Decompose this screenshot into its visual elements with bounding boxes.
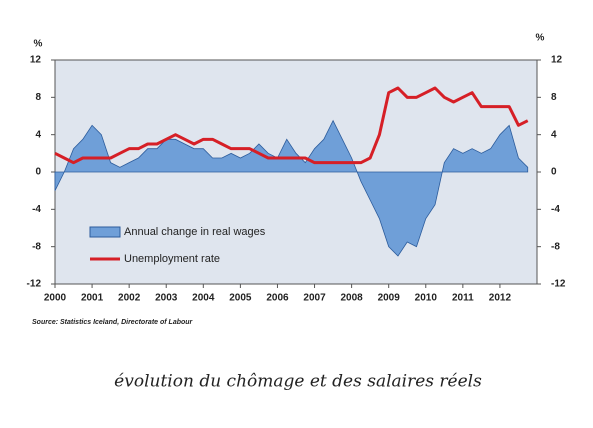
y-tick-label: -12 xyxy=(27,279,42,290)
x-tick-label: 2011 xyxy=(452,293,474,304)
x-tick-label: 2003 xyxy=(155,293,178,304)
y2-tick-label: -12 xyxy=(551,279,566,290)
y-tick-label: -8 xyxy=(32,241,41,252)
caption: évolution du chômage et des salaires rée… xyxy=(114,372,482,392)
y2-tick-label: 4 xyxy=(551,129,557,140)
x-tick-label: 2002 xyxy=(118,293,141,304)
legend-label: Annual change in real wages xyxy=(124,226,266,238)
x-tick-label: 2006 xyxy=(266,293,289,304)
y2-tick-label: -8 xyxy=(551,241,560,252)
y-tick-label: -4 xyxy=(32,204,41,215)
y-tick-label: 8 xyxy=(35,92,41,103)
y-tick-label: 0 xyxy=(35,167,41,178)
legend-swatch xyxy=(89,226,121,238)
x-tick-label: 2000 xyxy=(44,293,67,304)
x-tick-label: 2008 xyxy=(340,293,363,304)
y-axis-unit: % xyxy=(34,39,43,50)
x-tick-label: 2009 xyxy=(378,293,401,304)
legend-label: Unemployment rate xyxy=(124,253,220,265)
area xyxy=(54,119,529,257)
y-tick-label: 12 xyxy=(30,55,42,66)
y-tick-label: 4 xyxy=(35,129,41,140)
x-tick-label: 2007 xyxy=(303,293,326,304)
y2-tick-label: 12 xyxy=(551,55,563,66)
y2-tick-label: 8 xyxy=(551,92,557,103)
y2-tick-label: 0 xyxy=(551,167,557,178)
source-note: Source: Statistics Iceland, Directorate … xyxy=(32,319,194,326)
x-tick-label: 2012 xyxy=(489,293,512,304)
line xyxy=(54,86,529,165)
y2-tick-label: -4 xyxy=(551,204,560,215)
x-tick-label: 2005 xyxy=(229,293,252,304)
x-tick-label: 2004 xyxy=(192,293,215,304)
x-tick-label: 2001 xyxy=(81,293,104,304)
y2-axis-unit: % xyxy=(536,33,545,44)
x-tick-label: 2010 xyxy=(415,293,438,304)
